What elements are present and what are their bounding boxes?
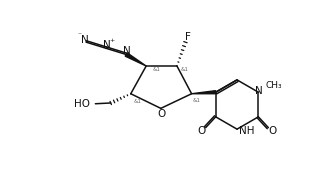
Text: +: +: [109, 38, 114, 43]
Text: F: F: [185, 32, 191, 42]
Text: O: O: [268, 127, 276, 137]
Text: O: O: [198, 127, 206, 137]
Text: N: N: [255, 86, 263, 96]
Text: NH: NH: [239, 126, 255, 136]
Polygon shape: [125, 53, 146, 66]
Polygon shape: [192, 91, 216, 94]
Text: &1: &1: [181, 67, 189, 72]
Text: ⁻: ⁻: [78, 31, 82, 40]
Text: N: N: [103, 40, 111, 50]
Text: HO: HO: [74, 99, 90, 109]
Text: &1: &1: [153, 67, 161, 72]
Text: CH₃: CH₃: [265, 81, 282, 90]
Text: &1: &1: [193, 98, 201, 103]
Text: N: N: [123, 46, 131, 56]
Text: &1: &1: [134, 99, 142, 104]
Text: O: O: [157, 109, 166, 119]
Text: N: N: [81, 35, 89, 45]
